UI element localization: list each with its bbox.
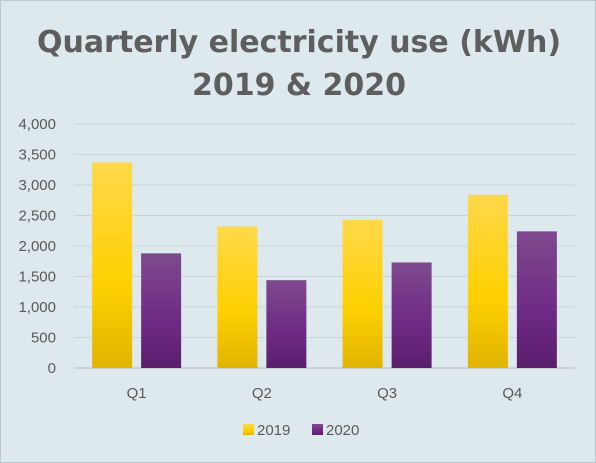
x-tick-label: Q2 [252, 385, 272, 402]
y-tick-label: 1,000 [18, 299, 56, 316]
bars [92, 162, 557, 368]
y-tick-label: 1,500 [18, 269, 56, 286]
y-axis: 0 500 1,000 1,500 2,000 2,500 3,000 3,500 4,000 [18, 116, 56, 377]
bar-2020-Q2 [266, 280, 307, 368]
y-tick-label: 0 [48, 360, 56, 377]
y-tick-label: 2,000 [18, 238, 56, 255]
x-tick-label: Q4 [502, 385, 522, 402]
legend-swatch-2020 [312, 424, 323, 435]
bar-2019-Q1 [92, 162, 133, 368]
bar-2020-Q4 [516, 231, 557, 368]
y-tick-label: 500 [31, 330, 56, 347]
legend-label: 2019 [257, 422, 290, 439]
x-tick-label: Q1 [127, 385, 147, 402]
bar-2020-Q3 [391, 262, 432, 368]
chart-title-line-2: 2019 & 2020 [191, 68, 407, 103]
y-tick-label: 3,500 [18, 147, 56, 164]
y-tick-label: 3,000 [18, 177, 56, 194]
chart-title-line-1: Quarterly electricity use (kWh) [36, 25, 562, 60]
legend: 2019 2020 [243, 422, 359, 439]
y-tick-label: 4,000 [18, 116, 56, 133]
y-tick-label: 2,500 [18, 208, 56, 225]
x-axis: Q1 Q2 Q3 Q4 [127, 385, 523, 402]
bar-2020-Q1 [141, 253, 182, 368]
legend-swatch-2019 [243, 424, 254, 435]
bar-2019-Q2 [217, 226, 258, 368]
bar-2019-Q3 [342, 219, 383, 368]
chart-title: Quarterly electricity use (kWh) 2019 & 2… [1, 21, 596, 107]
x-tick-label: Q3 [377, 385, 397, 402]
legend-label: 2020 [326, 422, 359, 439]
bar-2019-Q4 [467, 194, 508, 368]
